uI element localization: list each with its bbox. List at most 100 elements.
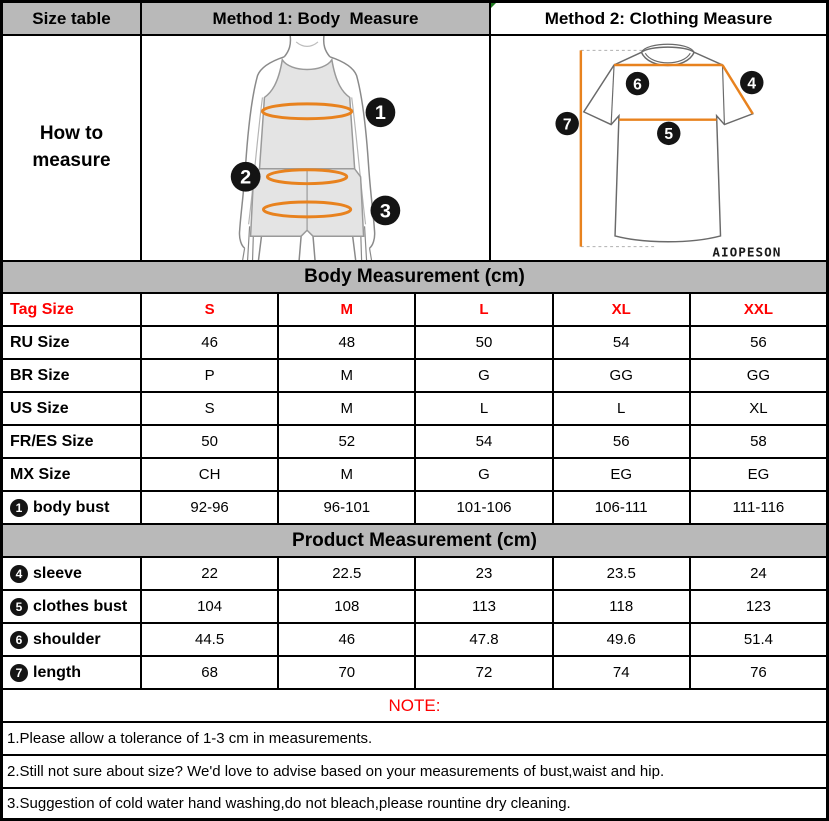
row-label-cell: 5 clothes bust — [3, 591, 140, 622]
value-cell: 47.8 — [414, 624, 551, 655]
table-row-mx-size: MX Size CH M G EG EG — [3, 457, 826, 490]
body-marker-2: 2 — [230, 161, 261, 192]
header-method1-cell: Method 1: Body Measure — [140, 3, 489, 34]
row-label-cell: 1 body bust — [3, 492, 140, 523]
body-marker-3: 3 — [370, 195, 401, 226]
header-size-table-cell: Size table — [3, 3, 140, 34]
note-row-1: 1.Please allow a tolerance of 1-3 cm in … — [3, 721, 826, 754]
body-marker-1: 1 — [365, 97, 396, 128]
value: 68 — [201, 664, 218, 681]
value: G — [478, 367, 490, 384]
value: 51.4 — [743, 631, 774, 648]
table-row-us-size: US Size S M L L XL — [3, 391, 826, 424]
row-label-cell: MX Size — [3, 459, 140, 490]
shirt-marker-6-number: 6 — [633, 76, 642, 93]
value-cell: 24 — [688, 558, 826, 589]
body-figure-svg: 1 2 3 — [230, 36, 401, 260]
value: 104 — [197, 598, 223, 615]
row-label-cell: RU Size — [3, 327, 140, 358]
method1-title: Method 1: Body Measure — [212, 8, 419, 28]
shirt-marker-5: 5 — [657, 121, 681, 146]
size-cell-xl: XL — [551, 294, 689, 325]
value: 106-111 — [594, 499, 648, 516]
value-cell: 23 — [414, 558, 551, 589]
value: 56 — [612, 433, 630, 450]
row-label: FR/ES Size — [10, 432, 94, 450]
value-cell: 22.5 — [277, 558, 414, 589]
shirt-marker-5-number: 5 — [664, 126, 673, 143]
value-cell: 49.6 — [551, 624, 689, 655]
value-cell: EG — [688, 459, 826, 490]
value-cell: G — [414, 360, 551, 391]
value-cell: GG — [551, 360, 689, 391]
value-cell: 58 — [688, 426, 826, 457]
value-cell: 50 — [414, 327, 551, 358]
comment-flag-icon — [491, 3, 496, 10]
value: L — [479, 400, 489, 417]
note-row-2: 2.Still not sure about size? We'd love t… — [3, 754, 826, 787]
value: 56 — [750, 334, 767, 351]
value-cell: 56 — [551, 426, 689, 457]
row-label: sleeve — [33, 564, 82, 582]
size-cell-s: S — [140, 294, 277, 325]
value: M — [340, 466, 354, 483]
tag-size-row: Tag Size S M L XL XXL — [3, 292, 826, 325]
how-to-measure-cell: How to measure — [3, 36, 140, 260]
value-cell: 46 — [140, 327, 277, 358]
value: 70 — [338, 664, 356, 681]
header-method2-cell: Method 2: Clothing Measure — [489, 3, 826, 34]
value-cell: XL — [688, 393, 826, 424]
value-cell: 48 — [277, 327, 414, 358]
value-cell: 70 — [277, 657, 414, 688]
brand-text: AIOPESON — [712, 244, 781, 259]
value: XL — [749, 400, 768, 417]
body-marker-2-number: 2 — [240, 167, 251, 189]
note-title: NOTE: — [388, 695, 441, 715]
value: 23.5 — [606, 565, 636, 582]
value-cell: 72 — [414, 657, 551, 688]
note-title-row: NOTE: — [3, 688, 826, 721]
value-cell: 68 — [140, 657, 277, 688]
value-cell: G — [414, 459, 551, 490]
value: 72 — [475, 664, 493, 681]
value: GG — [746, 367, 771, 384]
tshirt-illustration: 6 4 7 5 AIOPESON — [489, 36, 826, 260]
circled-5-icon: 5 — [10, 597, 28, 616]
size-cell-xxl: XXL — [688, 294, 826, 325]
value-cell: 54 — [414, 426, 551, 457]
method2-title: Method 2: Clothing Measure — [544, 8, 773, 28]
value: EG — [747, 466, 770, 483]
value-cell: 54 — [551, 327, 689, 358]
value-cell: 76 — [688, 657, 826, 688]
row-label-cell: 7 length — [3, 657, 140, 688]
tag-size-label: Tag Size — [10, 300, 74, 318]
value: 22.5 — [332, 565, 362, 582]
table-row-clothes-bust: 5 clothes bust 104 108 113 118 123 — [3, 589, 826, 622]
note-text-3: 3.Suggestion of cold water hand washing,… — [7, 795, 571, 812]
row-label: clothes bust — [33, 597, 128, 615]
value: L — [617, 400, 626, 417]
value: 48 — [338, 334, 356, 351]
table-row-sleeve: 4 sleeve 22 22.5 23 23.5 24 — [3, 556, 826, 589]
product-measurement-band: Product Measurement (cm) — [3, 523, 826, 556]
size-xxl: XXL — [743, 301, 773, 318]
size-l: L — [479, 301, 489, 318]
value-cell: 118 — [551, 591, 689, 622]
value: 76 — [750, 664, 767, 681]
value: 54 — [612, 334, 630, 351]
value: G — [478, 466, 490, 483]
how-to-measure-label: How to measure — [32, 123, 111, 171]
value-cell: 113 — [414, 591, 551, 622]
table-row-length: 7 length 68 70 72 74 76 — [3, 655, 826, 688]
value-cell: 56 — [688, 327, 826, 358]
size-cell-m: M — [277, 294, 414, 325]
note-row-3: 3.Suggestion of cold water hand washing,… — [3, 787, 826, 818]
value: 49.6 — [606, 631, 636, 648]
row-label: US Size — [10, 399, 69, 417]
value: 92-96 — [190, 499, 229, 516]
circled-7-icon: 7 — [10, 663, 28, 682]
value: EG — [610, 466, 633, 483]
value-cell: 51.4 — [688, 624, 826, 655]
illustration-row: How to measure — [3, 34, 826, 260]
